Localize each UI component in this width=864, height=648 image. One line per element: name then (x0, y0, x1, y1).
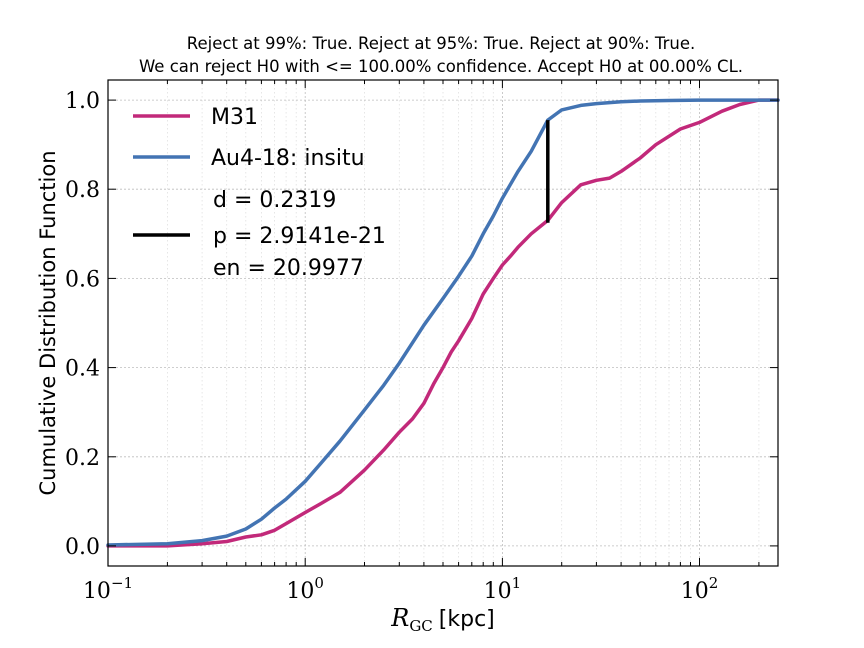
x-axis-label-sub: GC (409, 617, 432, 635)
y-tick-label: 0.0 (65, 535, 100, 560)
y-tick-label: 1.0 (65, 89, 100, 114)
legend-label-m31: M31 (211, 105, 258, 130)
x-tick-label: 10−1 (83, 574, 133, 604)
plot-frame (107, 79, 779, 567)
y-tick-label: 0.6 (65, 267, 100, 292)
x-tick-label: 100 (286, 574, 324, 604)
y-tick-label: 0.2 (65, 446, 100, 471)
stat-d: d = 0.2319 (213, 188, 336, 213)
stat-en: en = 20.9977 (213, 256, 364, 281)
x-tick-label: 102 (681, 574, 719, 604)
x-axis-label: RGC [kpc] (390, 604, 495, 635)
ticks: 0.0 0.2 0.4 0.6 0.8 1.0 10−1 100 101 102 (65, 80, 778, 604)
series-layer (106, 98, 780, 548)
chart-title-line1: Reject at 99%: True. Reject at 95%: True… (187, 34, 695, 53)
legend: M31 Au4-18: insitu d = 0.2319 p = 2.9141… (133, 105, 386, 281)
y-axis-label: Cumulative Distribution Function (36, 150, 60, 495)
series-line-au4-18-insitu (106, 98, 780, 547)
y-tick-label: 0.8 (65, 178, 100, 203)
x-tick-label: 101 (484, 574, 522, 604)
x-axis-label-unit: [kpc] (439, 607, 495, 632)
stat-p: p = 2.9141e-21 (213, 224, 386, 249)
y-tick-label: 0.4 (65, 357, 100, 382)
series-line-m31 (106, 98, 780, 548)
legend-label-au4-18: Au4-18: insitu (211, 146, 365, 171)
grid (108, 80, 778, 566)
x-axis-label-main: R (390, 604, 409, 632)
chart-title-line2: We can reject H0 with <= 100.00% confide… (139, 57, 743, 76)
